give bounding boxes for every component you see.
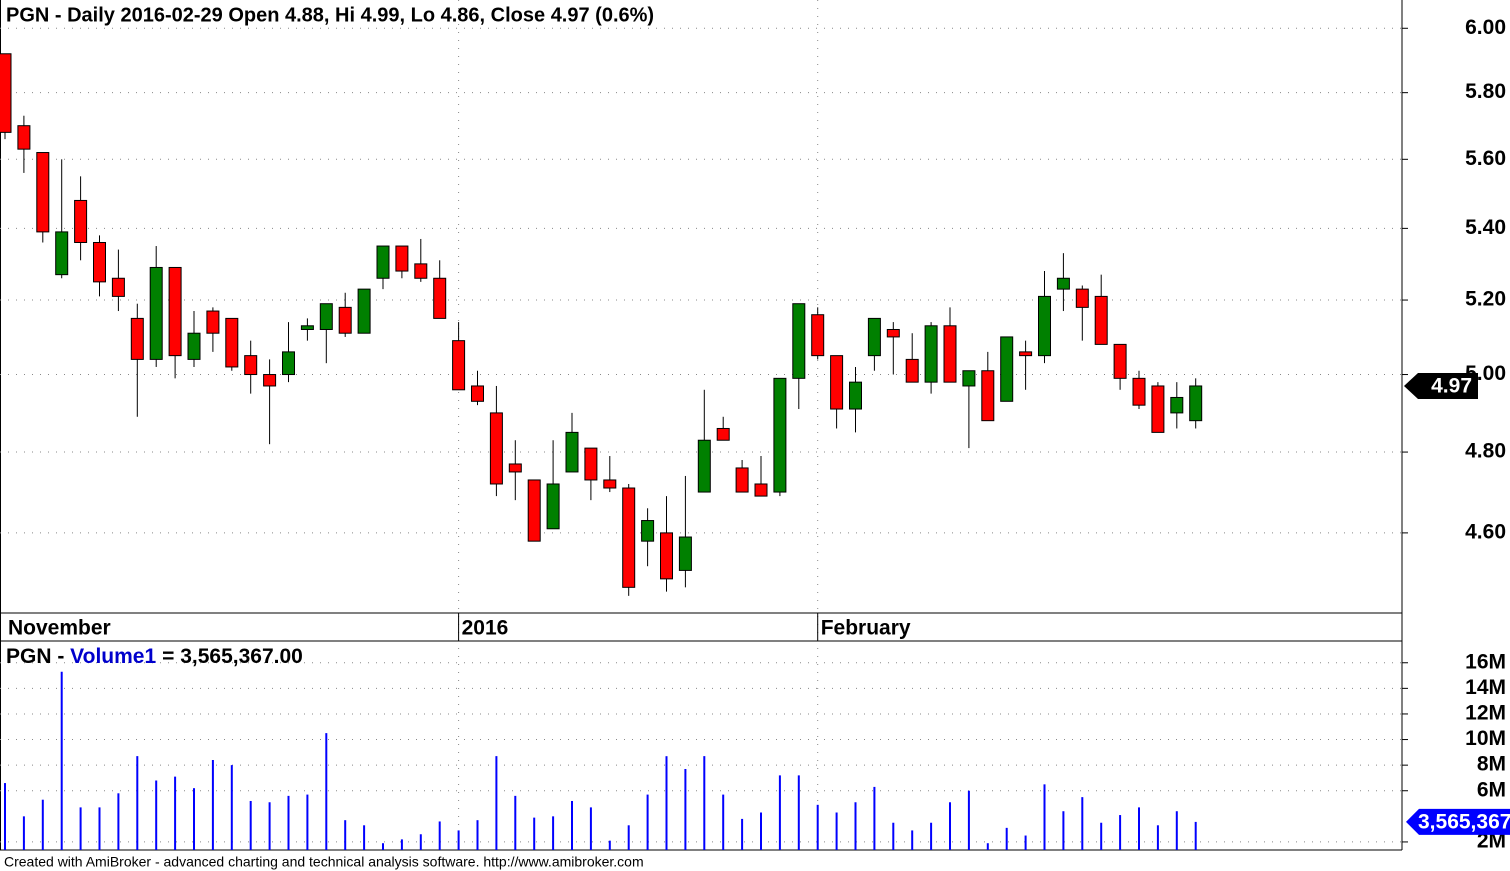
- volume-title-value: = 3,565,367.00: [162, 645, 303, 668]
- candle-body: [660, 532, 673, 580]
- volume-title: PGN - Volume1 = 3,565,367.00: [6, 645, 303, 668]
- y-tick-label: 5.40: [1465, 216, 1506, 239]
- candle-body: [1019, 351, 1033, 357]
- price-tag: [1404, 372, 1478, 399]
- candle-body: [867, 317, 881, 357]
- candle-body: [376, 245, 390, 279]
- y-tick-label: 2M: [1477, 829, 1506, 852]
- candle-body: [508, 463, 522, 473]
- y-tick-label: 12M: [1465, 701, 1506, 724]
- candle-body: [1170, 396, 1184, 414]
- candle-body: [697, 439, 711, 493]
- footer: Created with AmiBroker - advanced charti…: [4, 854, 644, 870]
- candle-body: [0, 53, 12, 133]
- candle-body: [1113, 343, 1127, 379]
- candle-body: [452, 340, 466, 391]
- candle-body: [1094, 295, 1108, 345]
- candle-body: [414, 263, 428, 279]
- candle-body: [716, 427, 730, 441]
- candle-body: [603, 479, 617, 489]
- volume-title-prefix: PGN -: [6, 645, 70, 668]
- candle-body: [206, 310, 220, 334]
- y-tick-label: 10M: [1465, 727, 1506, 750]
- candle-body: [773, 377, 787, 493]
- candle-body: [395, 245, 409, 272]
- candle-body: [792, 303, 806, 379]
- y-tick-label: 14M: [1465, 676, 1506, 699]
- candle-body: [735, 467, 749, 493]
- candle-body: [433, 277, 447, 319]
- candle-body: [357, 288, 371, 334]
- candle-body: [1038, 295, 1051, 357]
- candle-body: [962, 370, 976, 387]
- candle-body: [130, 317, 144, 360]
- volume-tag-label: 3,565,367: [1418, 810, 1510, 833]
- candle-body: [1000, 336, 1014, 402]
- y-tick-label: 5.80: [1465, 80, 1506, 103]
- candle-body: [830, 355, 844, 410]
- candle-body: [622, 487, 636, 588]
- candle-body: [489, 412, 503, 485]
- x-tick-label: November: [8, 617, 111, 640]
- candle-body: [263, 374, 277, 387]
- candle-body: [93, 241, 106, 283]
- candle-body: [1189, 385, 1203, 422]
- y-tick-label: 4.60: [1465, 520, 1506, 543]
- plot: 4.604.805.005.205.405.605.806.00November…: [0, 0, 1510, 852]
- candle-body: [244, 355, 258, 376]
- y-tick-label: 8M: [1477, 753, 1506, 776]
- candle-body: [225, 317, 239, 368]
- y-tick-label: 5.20: [1465, 288, 1506, 311]
- candle-body: [471, 385, 484, 402]
- volume-series-name: Volume1: [70, 645, 156, 668]
- candle-body: [300, 325, 314, 330]
- candle-body: [149, 266, 163, 360]
- candle-body: [55, 231, 69, 276]
- candle-body: [849, 381, 862, 410]
- candle-body: [546, 483, 560, 530]
- candle-body: [282, 351, 295, 376]
- candle-body: [886, 328, 900, 338]
- y-tick-label: 16M: [1465, 650, 1506, 673]
- volume-tag: [1406, 808, 1510, 835]
- x-tick-label: February: [821, 617, 911, 640]
- candle-body: [924, 325, 938, 383]
- candle-body: [943, 325, 957, 383]
- y-tick-label: 6M: [1477, 778, 1506, 801]
- candle-body: [187, 332, 201, 360]
- price-tag-label: 4.97: [1431, 375, 1472, 398]
- y-tick-label: 6.00: [1465, 16, 1506, 39]
- candle-body: [981, 370, 995, 422]
- candle-body: [1056, 277, 1070, 290]
- candle-body: [905, 358, 919, 383]
- candle-body: [641, 520, 655, 542]
- candle-body: [111, 277, 125, 297]
- candle-body: [1075, 288, 1089, 308]
- candle-body: [17, 125, 31, 150]
- candle-body: [36, 152, 50, 233]
- candle-body: [319, 303, 333, 330]
- chart-title: PGN - Daily 2016-02-29 Open 4.88, Hi 4.9…: [6, 4, 654, 26]
- y-tick-label: 5.60: [1465, 147, 1506, 170]
- x-tick-label: 2016: [462, 617, 509, 640]
- candle-body: [527, 479, 541, 542]
- y-tick-label: 4.80: [1465, 440, 1506, 463]
- candle-body: [168, 266, 182, 357]
- candle-body: [678, 536, 692, 571]
- candle-body: [811, 314, 825, 357]
- candle-body: [754, 483, 768, 497]
- candle-body: [1132, 377, 1146, 406]
- candle-body: [338, 306, 352, 334]
- candle-body: [584, 447, 598, 481]
- candle-body: [74, 199, 88, 243]
- candle-body: [1151, 385, 1165, 433]
- candle-body: [565, 431, 579, 473]
